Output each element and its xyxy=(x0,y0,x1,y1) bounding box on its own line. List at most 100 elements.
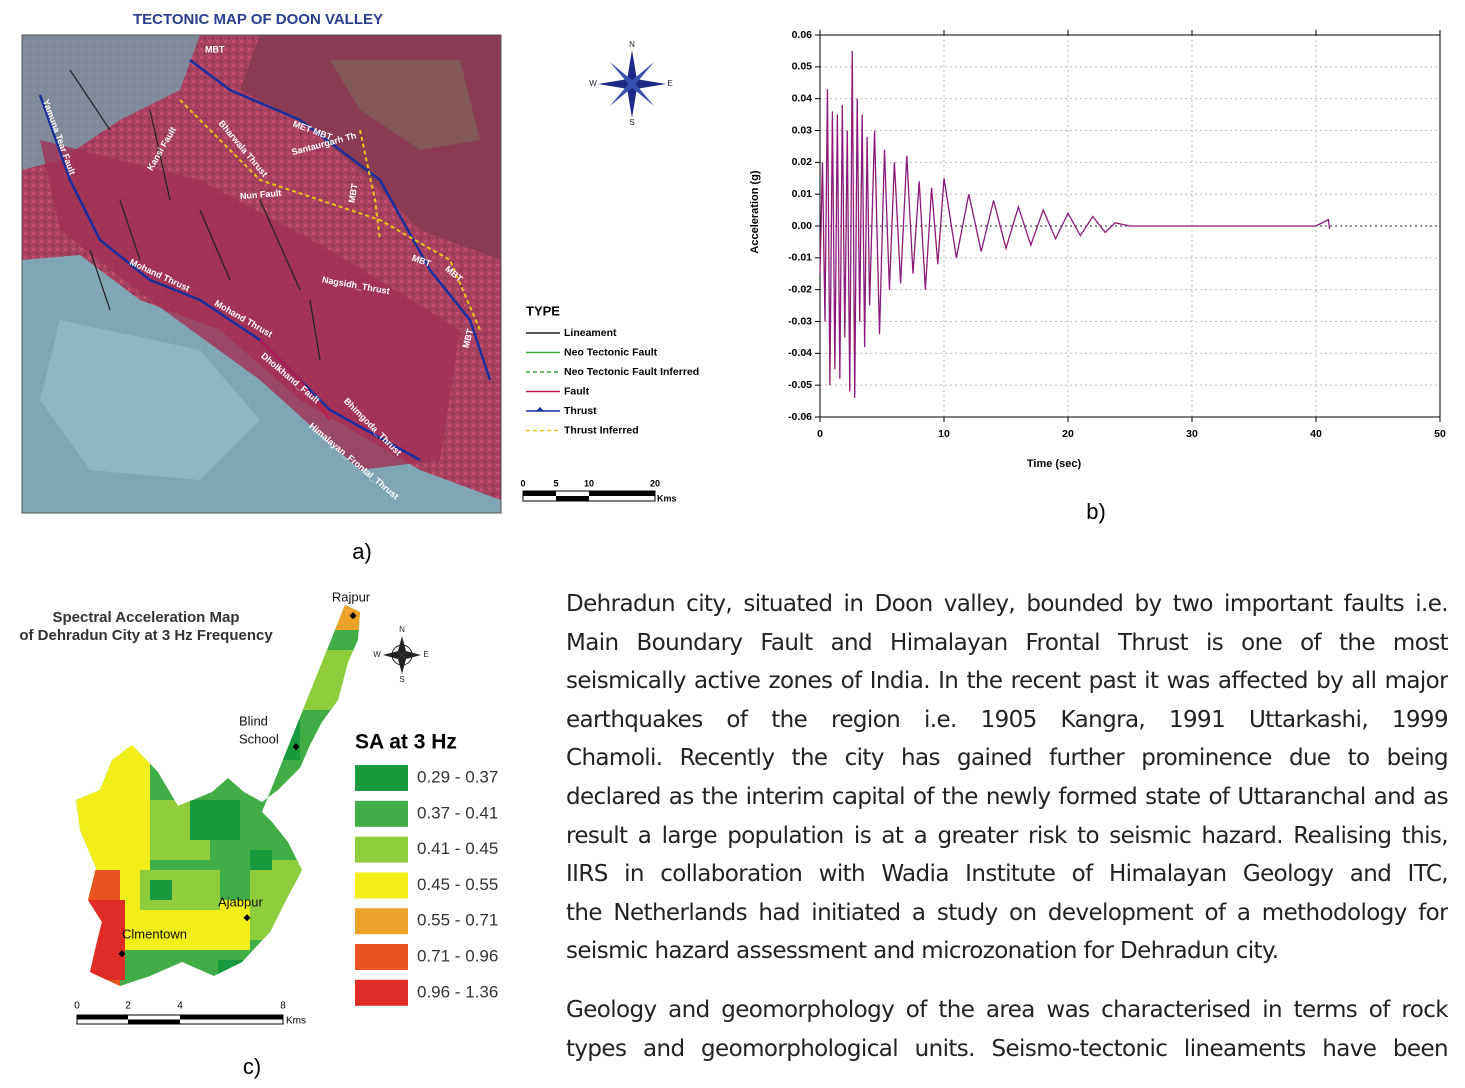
text-line: types and geomorphological units. Seismo… xyxy=(566,1035,1448,1062)
series-line xyxy=(819,50,1331,398)
text-line: earthquakes of the region i.e. 1905 Kang… xyxy=(566,706,1448,733)
map-label: Nun Fault xyxy=(240,188,282,202)
y-tick-label: -0.03 xyxy=(788,315,812,327)
legend-label: 0.55 - 0.71 xyxy=(417,911,498,930)
paragraph: Geology and geomorphology of the area wa… xyxy=(566,991,1448,1068)
scale-label: 8 xyxy=(280,1001,286,1012)
text-line: Chamoli. Recently the city has gained fu… xyxy=(566,745,1448,772)
place-label: Ajabpur xyxy=(218,894,263,909)
figure-title: of Dehradun City at 3 Hz Frequency xyxy=(19,627,273,644)
text-line: the Netherlands had initiated a study on… xyxy=(566,899,1448,926)
scale-bar: 0 5 10 20 Kms xyxy=(520,478,676,503)
x-tick-label: 30 xyxy=(1186,428,1198,440)
caption: a) xyxy=(352,539,372,564)
legend-swatch xyxy=(355,836,408,863)
compass-label: W xyxy=(589,79,597,88)
place-label: Rajpur xyxy=(332,589,371,604)
scale-label: 0 xyxy=(74,1001,80,1012)
text-line: result a large population is at a greate… xyxy=(566,822,1448,849)
legend-swatch xyxy=(355,944,408,970)
place-label: Clmentown xyxy=(122,926,187,941)
text-line: declared as the interim capital of the n… xyxy=(566,783,1448,810)
place-label: School xyxy=(239,731,279,746)
y-tick-label: -0.05 xyxy=(788,379,812,391)
satellite-map xyxy=(22,35,501,513)
legend-swatch xyxy=(355,979,408,1006)
text-line: seismically active zones of India. In th… xyxy=(566,668,1448,695)
x-tick-label: 50 xyxy=(1434,428,1446,440)
chart: -0.06 -0.05 -0.04 -0.03 -0.02 -0.01 0.00 0.01 0.… xyxy=(788,29,1446,440)
y-tick-label: 0.04 xyxy=(792,92,813,104)
paragraph: Dehradun city, situated in Doon valley, … xyxy=(566,585,1448,971)
scale-label: 0 xyxy=(520,478,525,488)
legend-label: Neo Tectonic Fault xyxy=(564,346,658,358)
legend-label: 0.41 - 0.45 xyxy=(417,839,498,858)
map-label: MBT xyxy=(461,327,476,349)
compass: N S E W xyxy=(589,40,672,127)
compass-label: E xyxy=(423,650,428,659)
compass-label: E xyxy=(667,79,672,88)
y-tick-label: 0.05 xyxy=(792,61,813,73)
caption: c) xyxy=(243,1054,261,1079)
y-tick-label: 0.01 xyxy=(792,188,813,200)
city-map xyxy=(76,605,360,986)
y-tick-label: 0.06 xyxy=(792,29,813,41)
legend-label: Thrust Inferred xyxy=(564,424,639,436)
legend-label: 0.37 - 0.41 xyxy=(417,803,498,822)
text-line: Geology and geomorphology of the area wa… xyxy=(566,996,1448,1023)
x-tick-label: 20 xyxy=(1062,428,1074,440)
legend-title: SA at 3 Hz xyxy=(355,731,457,754)
x-axis-label: Time (sec) xyxy=(1027,458,1082,470)
y-tick-label: -0.02 xyxy=(788,283,812,295)
legend-label: Thrust xyxy=(564,405,597,417)
scale-unit: Kms xyxy=(286,1016,306,1027)
y-tick-label: 0.02 xyxy=(792,156,813,168)
text-line: IIRS in collaboration with Wadia Institu… xyxy=(566,861,1448,888)
scale-label: 4 xyxy=(177,1001,183,1012)
legend-label: 0.29 - 0.37 xyxy=(417,767,498,786)
legend-label: Lineament xyxy=(564,327,617,339)
x-tick-label: 10 xyxy=(938,428,950,440)
text-line: seismic hazard assessment and microzonat… xyxy=(566,938,1279,965)
text-line: Dehradun city, situated in Doon valley, … xyxy=(566,591,1448,617)
scale-bar: 0 2 4 8 Kms xyxy=(74,1001,306,1027)
legend-label: 0.96 - 1.36 xyxy=(417,982,498,1001)
scale-label: 2 xyxy=(125,1001,131,1012)
compass-label: N xyxy=(399,625,405,634)
scale-unit: Kms xyxy=(657,493,677,503)
y-axis-label: Acceleration (g) xyxy=(749,170,761,253)
legend-swatch xyxy=(355,872,408,899)
scale-label: 5 xyxy=(553,478,558,488)
legend-label: Neo Tectonic Fault Inferred xyxy=(564,366,699,378)
map-label: MBT xyxy=(205,44,225,54)
place-label: Blind xyxy=(239,713,268,728)
y-tick-label: -0.06 xyxy=(788,411,812,423)
compass-label: W xyxy=(373,650,381,659)
figure-title: TECTONIC MAP OF DOON VALLEY xyxy=(133,11,383,28)
compass-label: N xyxy=(629,40,635,49)
place-labels: Rajpur Blind School Ajabpur Clmentown xyxy=(118,589,371,958)
figure-title: Spectral Acceleration Map xyxy=(52,609,239,626)
body-text: Dehradun city, situated in Doon valley, … xyxy=(566,585,1448,1088)
compass: N S E W xyxy=(373,625,428,684)
x-tick-label: 0 xyxy=(817,428,823,440)
legend-label: 0.71 - 0.96 xyxy=(417,946,498,965)
y-tick-label: 0.00 xyxy=(792,220,813,232)
legend-swatch xyxy=(355,765,408,791)
legend-title: TYPE xyxy=(526,303,560,318)
legend-label: 0.45 - 0.55 xyxy=(417,875,498,894)
compass-label: S xyxy=(399,675,404,684)
legend-swatch xyxy=(536,407,544,411)
scale-label: 20 xyxy=(650,478,660,488)
y-tick-label: -0.01 xyxy=(788,252,812,264)
legend-label: Fault xyxy=(564,385,590,397)
legend-swatch xyxy=(355,908,408,935)
legend: Lineament Neo Tectonic Fault Neo Tectonic … xyxy=(526,327,699,436)
compass-label: S xyxy=(629,118,634,127)
text-line: Main Boundary Fault and Himalayan Fronta… xyxy=(566,629,1448,656)
plot-frame xyxy=(819,34,1441,418)
y-tick-label: 0.03 xyxy=(792,124,813,136)
caption: b) xyxy=(1086,499,1106,524)
